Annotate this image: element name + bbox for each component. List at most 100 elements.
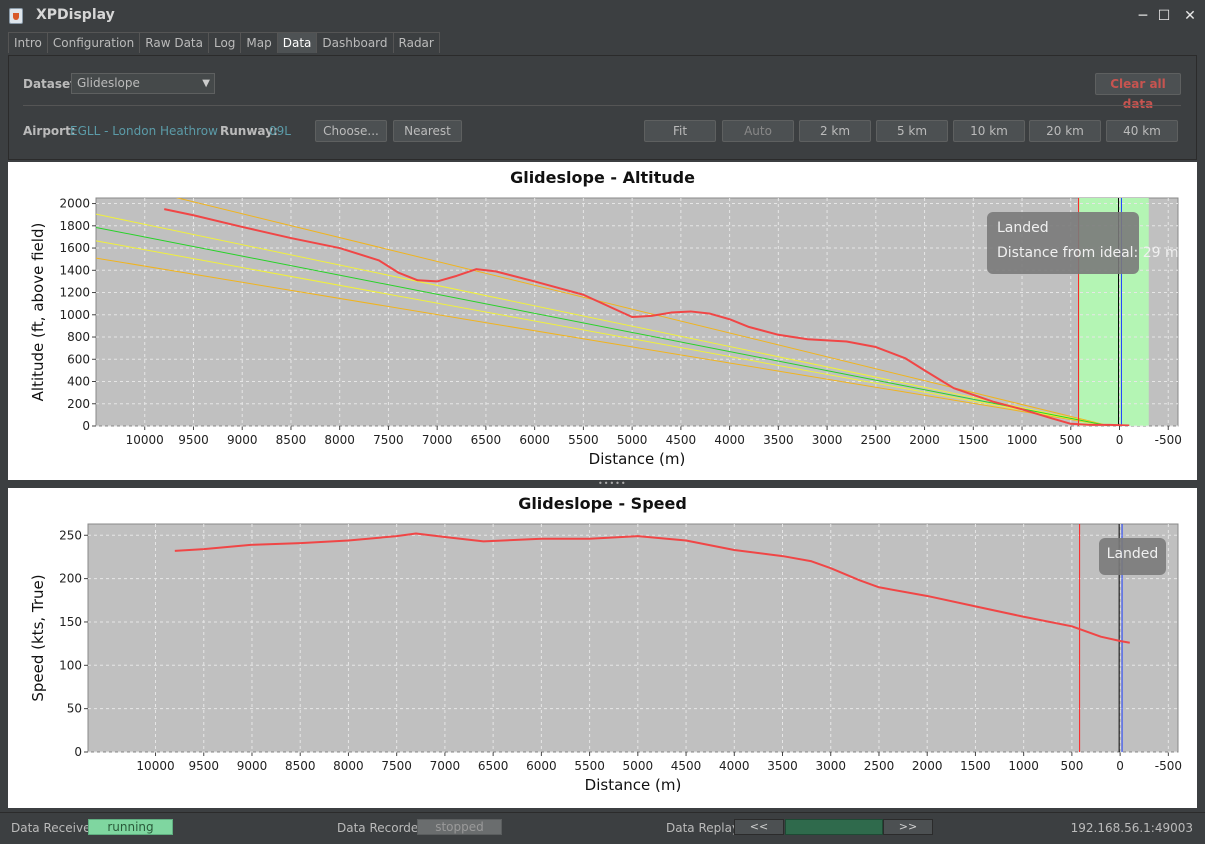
- spd-x-tick-label: 9000: [237, 759, 268, 773]
- alt-x-tick-label: 2000: [909, 433, 940, 447]
- java-app-icon: [9, 8, 23, 24]
- close-button[interactable]: ✕: [1184, 8, 1196, 24]
- window-title: XPDisplay: [36, 7, 115, 23]
- choose-airport-button[interactable]: Choose...: [315, 120, 387, 142]
- alt-x-tick-label: 7500: [373, 433, 404, 447]
- alt-x-tick-label: 3500: [763, 433, 794, 447]
- speed-chart-title: Glideslope - Speed: [518, 494, 687, 513]
- spd-x-tick-label: 2500: [864, 759, 895, 773]
- data-recorder-status[interactable]: stopped: [417, 819, 502, 835]
- airport-label: Airport:: [23, 124, 76, 138]
- speed-chart-panel: Glideslope - Speed 10000 9500 9000 8500 8000…: [8, 488, 1197, 808]
- tab-map[interactable]: Map: [240, 32, 278, 53]
- maximize-button[interactable]: ☐: [1157, 8, 1171, 24]
- status-bar: Data Receiver: running Data Recorder: st…: [0, 812, 1205, 844]
- tab-dashboard[interactable]: Dashboard: [316, 32, 394, 53]
- spd-y-axis-label: Speed (kts, True): [29, 574, 47, 701]
- alt-y-tick-label: 1200: [59, 286, 90, 300]
- spd-x-tick-label: 8000: [333, 759, 364, 773]
- alt-y-tick-label: 800: [67, 330, 90, 344]
- alt-y-tick-label: 0: [82, 419, 90, 433]
- chart-splitter-handle[interactable]: •••••: [8, 479, 1197, 488]
- alt-flight-path-series: [164, 208, 1130, 426]
- title-bar: XPDisplay ─ ☐ ✕: [0, 0, 1205, 32]
- spd-x-tick-label: 0: [1116, 759, 1124, 773]
- range-button-40-km[interactable]: 40 km: [1106, 120, 1178, 142]
- tab-log[interactable]: Log: [207, 32, 242, 53]
- altitude-chart-panel: Glideslope - Altitude 10000 9500 9000 8500 8…: [8, 162, 1197, 480]
- range-button-5-km[interactable]: 5 km: [876, 120, 948, 142]
- tab-data[interactable]: Data: [276, 32, 318, 53]
- data-receiver-status[interactable]: running: [88, 819, 173, 835]
- range-button-fit[interactable]: Fit: [644, 120, 716, 142]
- tab-radar[interactable]: Radar: [392, 32, 440, 53]
- spd-y-tick-label: 100: [59, 658, 82, 672]
- data-receiver-label: Data Receiver:: [11, 821, 100, 835]
- splitter-grip-icon: •••••: [598, 479, 627, 488]
- spd-y-tick-label: 250: [59, 528, 82, 542]
- alt-x-tick-label: 7000: [422, 433, 453, 447]
- spd-x-axis-label: Distance (m): [585, 776, 682, 794]
- spd-y-tick-label: 150: [59, 615, 82, 629]
- alt-x-tick-label: 1000: [1007, 433, 1038, 447]
- replay-forward-button[interactable]: >>: [883, 819, 933, 835]
- spd-x-tick-label: 10000: [136, 759, 174, 773]
- spd-flight-path-series: [174, 532, 1130, 644]
- runway-label: Runway:: [220, 124, 278, 138]
- alt-x-tick-label: 4000: [714, 433, 745, 447]
- tab-intro[interactable]: Intro: [8, 32, 48, 53]
- range-button-auto[interactable]: Auto: [722, 120, 794, 142]
- spd-x-tick-label: 3000: [815, 759, 846, 773]
- clear-all-data-button[interactable]: Clear all data: [1095, 73, 1181, 111]
- alt-y-axis-label: Altitude (ft, above field): [29, 223, 47, 402]
- dataset-label: Dataset:: [23, 77, 81, 91]
- replay-progress-slider[interactable]: [785, 819, 883, 835]
- spd-x-tick-label: 7500: [381, 759, 412, 773]
- spd-x-tick-label: -500: [1155, 759, 1182, 773]
- chevron-down-icon: ▼: [202, 78, 210, 89]
- alt-x-tick-label: -500: [1155, 433, 1182, 447]
- data-toolbar: Dataset: Glideslope ▼ Clear all data Air…: [8, 55, 1197, 160]
- spd-x-tick-label: 7000: [430, 759, 461, 773]
- nearest-airport-button[interactable]: Nearest: [393, 120, 462, 142]
- alt-y-tick-label: 2000: [59, 197, 90, 211]
- alt-x-tick-label: 8000: [324, 433, 355, 447]
- alt-x-tick-label: 9000: [227, 433, 258, 447]
- alt-y-tick-label: 1600: [59, 241, 90, 255]
- spd-x-tick-label: 5000: [623, 759, 654, 773]
- alt-annotation-box: [987, 212, 1139, 274]
- spd-x-tick-label: 1000: [1008, 759, 1039, 773]
- alt-x-tick-label: 6500: [471, 433, 502, 447]
- spd-y-tick-label: 50: [67, 702, 82, 716]
- alt-glideslope-guide-line: [96, 257, 1110, 426]
- replay-rewind-button[interactable]: <<: [734, 819, 784, 835]
- dataset-select[interactable]: Glideslope ▼: [71, 73, 215, 94]
- receiver-address: 192.168.56.1:49003: [1070, 821, 1193, 835]
- alt-x-axis-label: Distance (m): [589, 450, 686, 468]
- alt-glideslope-guide-line: [96, 240, 1110, 426]
- alt-x-tick-label: 3000: [812, 433, 843, 447]
- range-button-2-km[interactable]: 2 km: [799, 120, 871, 142]
- data-recorder-label: Data Recorder:: [337, 821, 428, 835]
- alt-x-tick-label: 5000: [617, 433, 648, 447]
- speed-chart[interactable]: 10000 9500 9000 8500 8000 7500 7000 6500 6000 550…: [8, 488, 1197, 808]
- spd-annotation-box: [1099, 538, 1166, 575]
- alt-y-tick-label: 1800: [59, 219, 90, 233]
- spd-x-tick-label: 6500: [478, 759, 509, 773]
- alt-x-tick-label: 8500: [276, 433, 307, 447]
- range-button-10-km[interactable]: 10 km: [953, 120, 1025, 142]
- altitude-chart-title: Glideslope - Altitude: [510, 168, 695, 187]
- spd-x-tick-label: 5500: [574, 759, 605, 773]
- altitude-chart[interactable]: 10000 9500 9000 8500 8000 7500 7000 6500 6000 550…: [8, 162, 1197, 480]
- tab-raw-data[interactable]: Raw Data: [139, 32, 209, 53]
- spd-annotation-text: Landed: [1107, 546, 1159, 562]
- tab-configuration[interactable]: Configuration: [46, 32, 141, 53]
- range-button-20-km[interactable]: 20 km: [1029, 120, 1101, 142]
- alt-y-tick-label: 400: [67, 375, 90, 389]
- alt-x-tick-label: 9500: [178, 433, 209, 447]
- tab-bar: Intro Configuration Raw Data Log Map Data Dash…: [8, 32, 440, 53]
- spd-x-tick-label: 8500: [285, 759, 316, 773]
- alt-y-tick-label: 600: [67, 352, 90, 366]
- minimize-button[interactable]: ─: [1138, 8, 1148, 24]
- alt-x-tick-label: 10000: [126, 433, 164, 447]
